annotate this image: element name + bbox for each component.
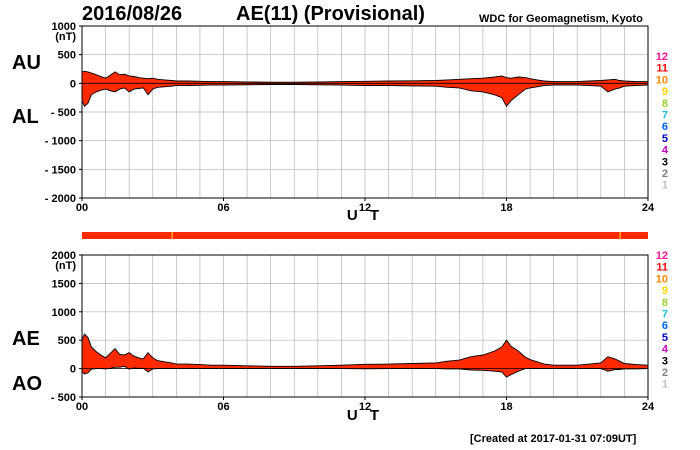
legend-item: 6	[662, 320, 668, 332]
x-axis-title: U T	[347, 207, 383, 224]
unit-label: (nT)	[55, 260, 76, 272]
chart-date: 2016/08/26	[82, 3, 183, 25]
label-au: AU	[12, 52, 41, 74]
legend-item: 2	[662, 168, 668, 180]
y-tick-label: 2000	[52, 250, 76, 262]
x-tick-label: 06	[217, 401, 229, 413]
status-segment	[172, 232, 620, 239]
status-bar	[82, 232, 648, 239]
legend-item: 12	[656, 51, 668, 63]
y-tick-label: - 500	[51, 392, 76, 404]
legend-item: 5	[662, 332, 668, 344]
y-tick-label: 0	[70, 78, 76, 90]
y-tick-label: - 500	[51, 107, 76, 119]
legend-item: 1	[662, 180, 668, 192]
legend-item: 10	[656, 273, 668, 285]
legend-item: 6	[662, 121, 668, 133]
legend-item: 8	[662, 98, 668, 110]
x-tick-label: 00	[76, 202, 88, 214]
y-tick-label: 1500	[52, 278, 76, 290]
legend-item: 9	[662, 86, 668, 98]
plot-panel-0: 1000 500 0 - 500 - 1000 - 1500 - 2000 (nT) 00 06 1…	[45, 21, 669, 224]
series-line-ae	[81, 333, 649, 367]
x-tick-label: 24	[642, 401, 655, 413]
y-tick-label: 1000	[52, 21, 76, 33]
legend-item: 12	[656, 250, 668, 262]
x-axis-title: U T	[347, 407, 383, 424]
legend-item: 8	[662, 297, 668, 309]
x-tick-label: 18	[500, 401, 512, 413]
legend-item: 7	[662, 110, 668, 122]
legend-item: 11	[656, 63, 668, 75]
chart-title: AE(11) (Provisional)	[236, 3, 425, 25]
y-tick-label: 0	[70, 364, 76, 376]
x-tick-label: 00	[76, 401, 88, 413]
legend-item: 1	[662, 379, 668, 391]
series-line-au	[81, 70, 648, 83]
legend-item: 2	[662, 367, 668, 379]
label-al: AL	[12, 106, 39, 128]
legend-item: 4	[662, 344, 669, 356]
label-ae: AE	[12, 328, 40, 350]
series-band	[82, 71, 648, 107]
label-ao: AO	[12, 373, 42, 395]
x-tick-label: 06	[217, 202, 229, 214]
y-tick-label: - 2000	[45, 193, 76, 205]
y-tick-label: - 1500	[45, 164, 76, 176]
x-tick-label: 24	[642, 202, 655, 214]
legend-item: 7	[662, 309, 668, 321]
legend-item: 10	[656, 74, 668, 86]
status-segment	[171, 232, 173, 239]
legend-item: 9	[662, 285, 668, 297]
unit-label: (nT)	[55, 31, 76, 43]
x-tick-label: 18	[500, 202, 512, 214]
status-segment	[82, 232, 172, 239]
created-timestamp: [Created at 2017-01-31 07:09UT]	[470, 433, 637, 445]
legend-item: 3	[662, 355, 668, 367]
legend-item: 5	[662, 133, 668, 145]
x-tick-label: 12	[359, 202, 371, 214]
series-line-al	[81, 84, 649, 108]
y-tick-label: 500	[58, 335, 76, 347]
y-tick-label: 500	[58, 50, 76, 62]
y-tick-label: 1000	[52, 307, 76, 319]
legend-item: 3	[662, 156, 668, 168]
legend-item: 4	[662, 145, 669, 157]
status-segment	[619, 232, 621, 239]
x-tick-label: 12	[359, 401, 371, 413]
y-tick-label: - 1000	[45, 136, 76, 148]
legend-item: 11	[656, 262, 668, 274]
series-band	[82, 334, 648, 378]
credit-text: WDC for Geomagnetism, Kyoto	[479, 13, 643, 25]
status-segment	[620, 232, 648, 239]
